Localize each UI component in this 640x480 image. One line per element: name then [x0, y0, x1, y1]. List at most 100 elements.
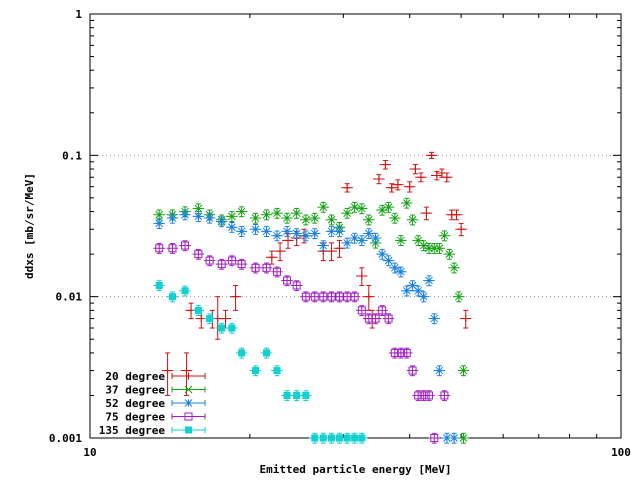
data-point [282, 232, 294, 249]
legend-marker [185, 426, 192, 434]
data-marker [251, 214, 260, 222]
data-marker [365, 293, 373, 301]
x-tick-label: 100 [611, 446, 631, 459]
data-point [406, 365, 419, 377]
data-marker [327, 215, 336, 224]
data-point [271, 207, 283, 219]
data-point [395, 235, 407, 247]
data-marker [283, 391, 291, 399]
data-point [409, 164, 422, 175]
data-point [438, 230, 451, 242]
data-marker [343, 209, 352, 217]
data-point [423, 390, 435, 402]
data-marker [292, 281, 301, 290]
data-point [235, 347, 248, 359]
data-point [203, 255, 216, 267]
data-marker [422, 209, 430, 217]
data-marker [381, 161, 389, 169]
data-point [249, 262, 262, 274]
legend-label: 20 degree [105, 370, 165, 383]
data-point [192, 211, 205, 222]
data-marker [283, 276, 292, 285]
data-point [341, 207, 353, 219]
data-marker [394, 181, 402, 189]
data-marker [273, 209, 281, 217]
data-point [376, 305, 388, 316]
data-marker [155, 244, 164, 253]
data-marker [181, 210, 189, 219]
data-marker [343, 184, 351, 192]
data-marker [343, 239, 352, 247]
data-marker [194, 204, 203, 213]
data-point [443, 248, 456, 260]
data-point [382, 255, 395, 267]
data-point [376, 248, 388, 260]
data-marker [217, 260, 226, 269]
data-marker [227, 256, 236, 265]
data-point [235, 206, 248, 218]
data-point [403, 181, 416, 193]
data-point [226, 322, 238, 334]
data-marker [155, 281, 163, 289]
data-marker [205, 256, 214, 265]
data-point [192, 248, 205, 260]
data-point [388, 262, 401, 274]
data-marker [402, 199, 411, 207]
data-point [428, 432, 440, 444]
data-marker [228, 223, 236, 232]
legend-label: 135 degree [99, 424, 166, 437]
data-marker [237, 227, 246, 236]
data-point [448, 432, 460, 444]
data-marker [388, 184, 396, 192]
y-tick-label: 1 [75, 8, 82, 21]
data-point [281, 212, 293, 224]
data-marker [237, 207, 246, 216]
data-marker [459, 434, 468, 442]
data-point [325, 291, 338, 303]
data-marker [228, 212, 236, 221]
data-marker [457, 225, 465, 233]
legend-marker [184, 385, 193, 394]
data-point [317, 240, 329, 252]
data-point [369, 313, 382, 325]
data-point [382, 201, 395, 213]
data-marker [435, 366, 444, 375]
data-marker [425, 391, 434, 400]
data-marker [408, 366, 417, 375]
legend-label: 52 degree [105, 397, 165, 410]
data-marker [273, 267, 282, 276]
data-marker [273, 367, 281, 375]
data-point [420, 206, 433, 221]
data-point [271, 365, 283, 377]
data-point [341, 183, 353, 193]
series-75-degree [153, 240, 451, 444]
data-point [379, 159, 392, 170]
data-marker [430, 434, 439, 442]
data-marker [384, 256, 393, 265]
data-marker [397, 267, 405, 276]
data-point [348, 291, 361, 303]
data-point [281, 226, 293, 237]
data-marker [206, 315, 214, 323]
data-marker [283, 227, 291, 236]
data-point [180, 352, 193, 396]
data-marker [310, 214, 319, 222]
data-point [215, 258, 228, 270]
data-marker [217, 217, 226, 226]
data-point [433, 243, 446, 254]
data-marker [328, 247, 336, 255]
data-point [325, 214, 338, 226]
data-point [385, 183, 398, 193]
data-marker [302, 231, 310, 240]
data-marker [417, 173, 425, 181]
data-point [355, 305, 368, 316]
data-point [300, 230, 312, 242]
data-marker [252, 367, 260, 375]
data-point [153, 243, 165, 254]
data-marker [262, 263, 271, 272]
data-point [260, 209, 273, 221]
data-point [235, 258, 248, 270]
data-marker [411, 165, 419, 173]
data-point [382, 313, 395, 325]
